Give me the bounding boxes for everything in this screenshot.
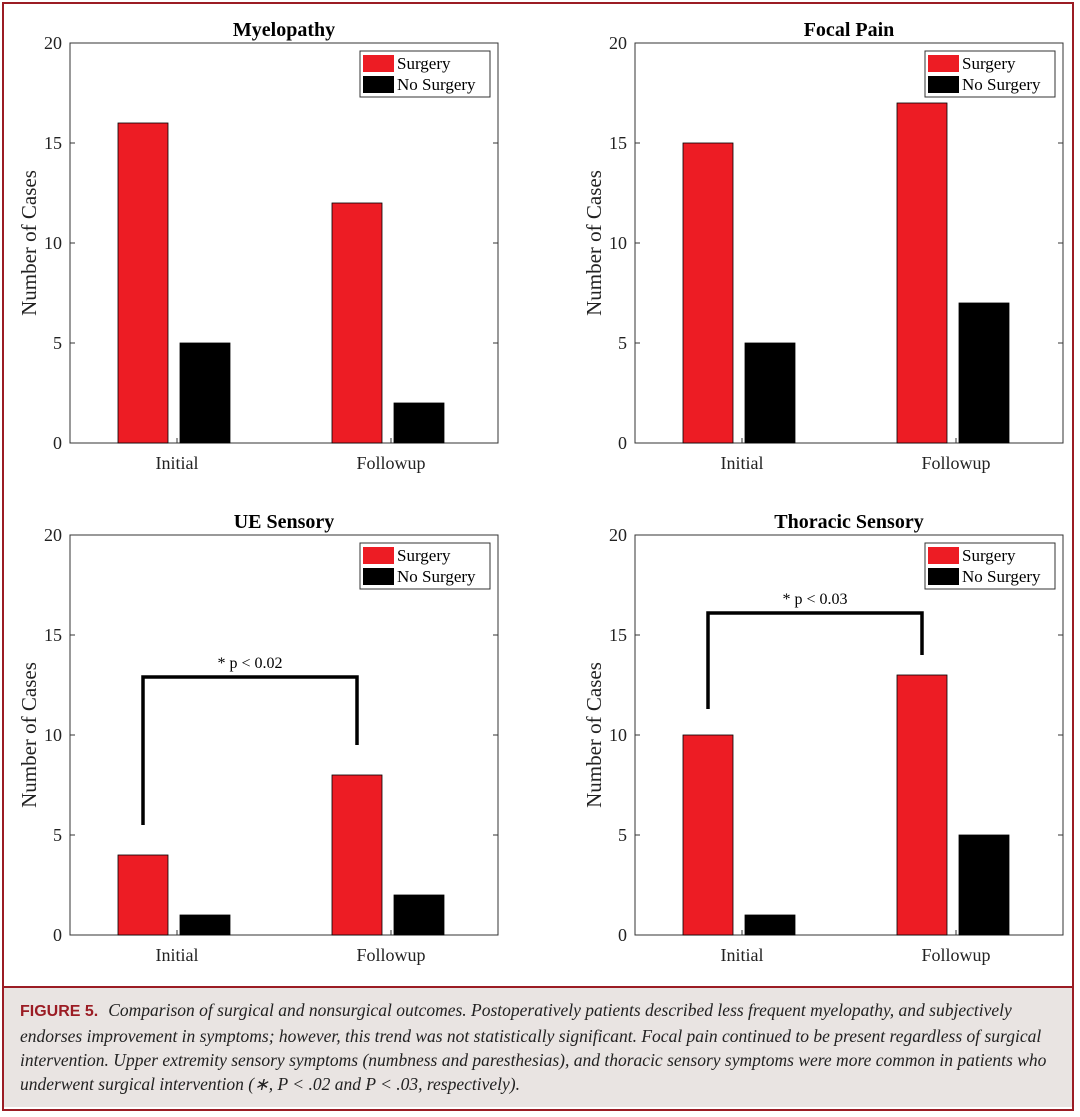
bar-no-surgery — [744, 342, 796, 444]
legend-swatch — [928, 55, 959, 72]
y-tick-label: 0 — [53, 433, 62, 453]
legend-swatch — [363, 547, 394, 564]
y-tick-label: 5 — [53, 333, 62, 353]
y-tick-label: 10 — [609, 233, 627, 253]
bar-no-surgery — [958, 834, 1010, 936]
bar-no-surgery — [393, 402, 445, 444]
bar-surgery — [682, 142, 734, 444]
legend-label: No Surgery — [962, 567, 1041, 586]
y-tick-label: 10 — [44, 725, 62, 745]
y-tick-label: 15 — [44, 133, 62, 153]
y-tick-label: 20 — [44, 525, 62, 545]
chart-thoracic-sensory: Thoracic Sensory 0 5 10 15 20 Number of Cases I… — [582, 511, 1064, 965]
bar-no-surgery — [958, 302, 1010, 444]
chart-ue-sensory: UE Sensory 0 5 10 15 20 Number of Cases Initial… — [17, 511, 499, 965]
y-tick-label: 15 — [609, 625, 627, 645]
legend-swatch — [928, 547, 959, 564]
y-tick-label: 0 — [53, 925, 62, 945]
chart-myelopathy: Myelopathy 0 5 10 15 20 Number of Cases Initial… — [17, 19, 499, 473]
bar-surgery — [117, 854, 169, 936]
caption-label: FIGURE 5. — [20, 1003, 99, 1020]
chart-title: Myelopathy — [233, 19, 335, 41]
bar-surgery — [331, 202, 383, 444]
bar-surgery — [896, 102, 948, 444]
x-tick-label: Followup — [921, 453, 990, 473]
bar-no-surgery — [393, 894, 445, 936]
legend-label: Surgery — [397, 54, 451, 73]
legend-swatch — [928, 568, 959, 585]
bar-no-surgery — [179, 914, 231, 936]
y-tick-label: 20 — [609, 33, 627, 53]
y-tick-label: 5 — [618, 333, 627, 353]
x-tick-label: Initial — [721, 453, 764, 473]
legend-swatch — [363, 76, 394, 93]
bar-no-surgery — [744, 914, 796, 936]
bar-surgery — [331, 774, 383, 936]
y-axis-label: Number of Cases — [582, 170, 606, 316]
x-tick-label: Initial — [156, 945, 199, 965]
caption-text: Comparison of surgical and nonsurgical o… — [20, 1000, 1047, 1094]
y-tick-label: 10 — [44, 233, 62, 253]
y-tick-label: 15 — [609, 133, 627, 153]
legend-label: Surgery — [397, 546, 451, 565]
legend-swatch — [363, 568, 394, 585]
y-tick-label: 0 — [618, 925, 627, 945]
chart-title: UE Sensory — [234, 511, 335, 533]
bar-surgery — [117, 122, 169, 444]
significance-label: * p < 0.02 — [217, 655, 282, 672]
figure-caption: FIGURE 5. Comparison of surgical and nons… — [4, 986, 1072, 1107]
legend-label: No Surgery — [397, 75, 476, 94]
legend-label: Surgery — [962, 54, 1016, 73]
significance-label: * p < 0.03 — [782, 591, 847, 608]
x-tick-label: Initial — [156, 453, 199, 473]
legend-label: No Surgery — [397, 567, 476, 586]
chart-focal-pain: Focal Pain 0 5 10 15 20 Number of Cases Initial… — [582, 19, 1064, 473]
chart-title: Thoracic Sensory — [774, 511, 923, 533]
legend-swatch — [363, 55, 394, 72]
legend-label: No Surgery — [962, 75, 1041, 94]
y-tick-label: 15 — [44, 625, 62, 645]
bar-surgery — [896, 674, 948, 936]
legend-swatch — [928, 76, 959, 93]
x-tick-label: Followup — [356, 945, 425, 965]
legend-label: Surgery — [962, 546, 1016, 565]
y-tick-label: 20 — [44, 33, 62, 53]
y-tick-label: 0 — [618, 433, 627, 453]
y-tick-label: 10 — [609, 725, 627, 745]
significance-bracket — [141, 675, 359, 825]
x-tick-label: Followup — [921, 945, 990, 965]
y-tick-label: 5 — [53, 825, 62, 845]
y-axis-label: Number of Cases — [17, 170, 41, 316]
y-axis-label: Number of Cases — [17, 662, 41, 808]
significance-bracket — [706, 611, 924, 709]
y-axis-label: Number of Cases — [582, 662, 606, 808]
x-tick-label: Initial — [721, 945, 764, 965]
y-tick-label: 20 — [609, 525, 627, 545]
chart-title: Focal Pain — [804, 19, 895, 41]
bar-no-surgery — [179, 342, 231, 444]
x-tick-label: Followup — [356, 453, 425, 473]
bar-surgery — [682, 734, 734, 936]
y-tick-label: 5 — [618, 825, 627, 845]
